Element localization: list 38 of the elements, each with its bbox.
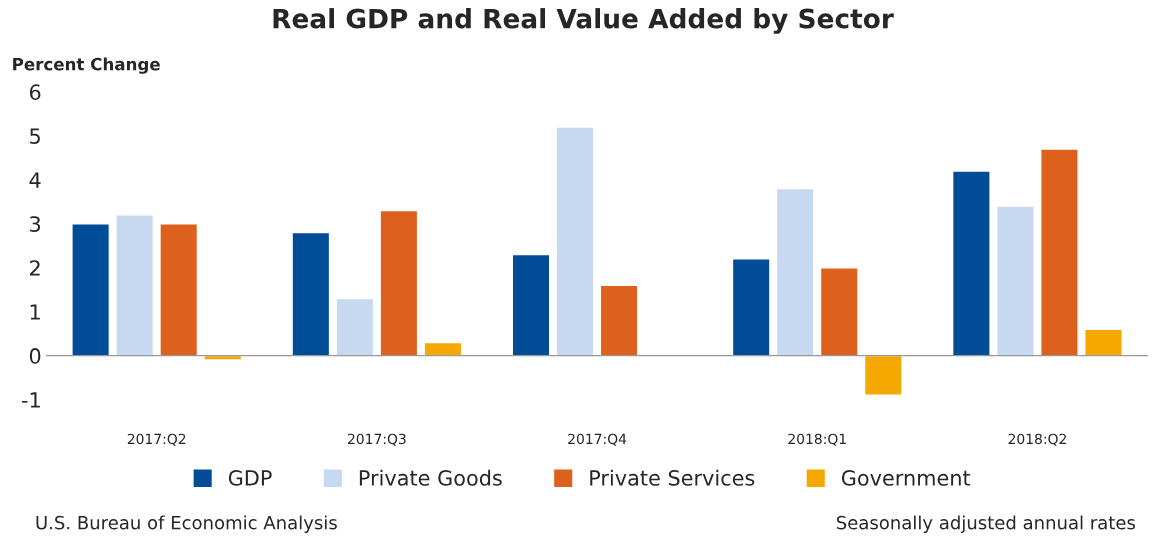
bar — [335, 297, 375, 357]
bar — [996, 205, 1035, 357]
x-tick-label: 2018:Q2 — [1008, 433, 1066, 446]
bar — [599, 284, 639, 357]
text: Seasonally adjusted annual rates — [836, 515, 1135, 533]
bar — [819, 266, 859, 357]
legend-label: Government — [841, 470, 971, 486]
x-tick-label: 2017:Q2 — [127, 433, 186, 446]
bar — [863, 354, 903, 396]
y-tick-label: 2 — [30, 260, 40, 276]
bar — [291, 231, 331, 357]
bar — [775, 187, 815, 357]
bar — [379, 209, 419, 357]
legend-label: Private Services — [590, 469, 755, 486]
legend-label: Private Goods — [359, 469, 502, 486]
y-tick-label: 3 — [30, 216, 41, 232]
bar — [115, 214, 155, 357]
chart-title: Real GDP and Real Value Added by Sector — [273, 8, 894, 34]
bar — [71, 223, 111, 357]
bar — [1084, 328, 1123, 357]
y-tick-label: 4 — [29, 172, 41, 188]
bar — [555, 126, 595, 357]
bar — [731, 258, 771, 357]
x-tick-label: 2017:Q4 — [568, 433, 627, 446]
bar — [1040, 148, 1079, 357]
y-tick-label: 1 — [30, 304, 40, 320]
bar — [951, 170, 991, 357]
x-tick-label: 2018:Q1 — [788, 433, 846, 446]
y-tick-label: 0 — [29, 348, 41, 364]
y-axis-title: Percent Change — [13, 57, 160, 74]
y-tick-label: 5 — [30, 128, 40, 144]
text: U.S. Bureau of Economic Analysis — [36, 515, 337, 533]
y-tick-label: 6 — [29, 84, 41, 101]
legend-label: GDP — [228, 470, 272, 486]
y-tick-label: -1 — [21, 392, 40, 408]
x-tick-label: 2017:Q3 — [348, 433, 406, 446]
bar — [511, 253, 551, 357]
bar — [159, 223, 199, 357]
